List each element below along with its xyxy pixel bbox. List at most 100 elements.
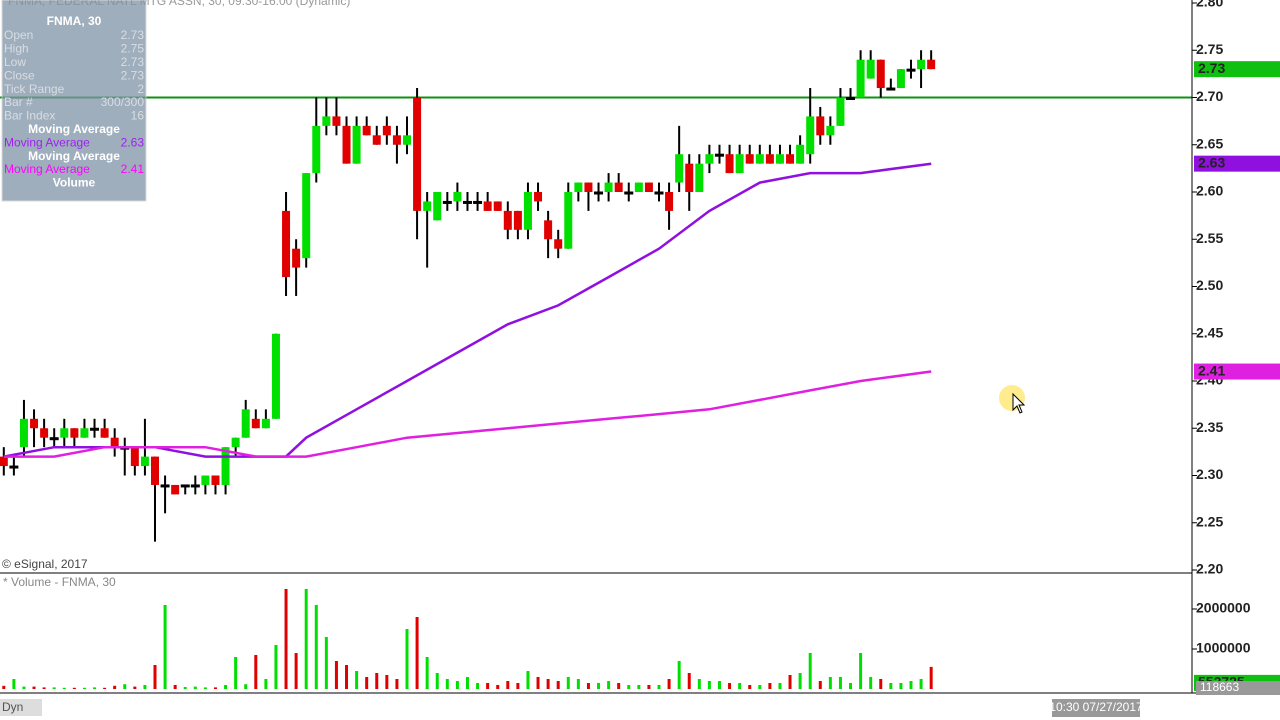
candle-body (604, 182, 613, 192)
candle-body (312, 125, 321, 174)
candle-body (523, 192, 532, 230)
volume-bar (143, 685, 147, 689)
volume-bar (496, 685, 500, 689)
volume-bar (163, 605, 167, 689)
volume-bar (486, 683, 490, 689)
candle-body (775, 154, 784, 164)
y-tick-label: 2.50 (1196, 277, 1223, 293)
candle-body (0, 456, 8, 467)
info-heading: Moving Average (28, 122, 120, 136)
volume-bar (153, 665, 157, 689)
volume-bar (768, 683, 772, 689)
candle-body (886, 87, 896, 91)
volume-bar (133, 686, 137, 689)
candle-body (423, 201, 432, 211)
volume-bar (778, 683, 782, 689)
y-tick-label: 2.45 (1196, 324, 1223, 340)
volume-bar (254, 655, 258, 689)
volume-title: * Volume - FNMA, 30 (3, 575, 116, 589)
candle-body (534, 192, 543, 202)
volume-bar (42, 687, 46, 689)
candle-body (856, 59, 865, 98)
y-tick-label: 2.20 (1196, 561, 1223, 577)
candle-body (322, 116, 331, 126)
candle-body (765, 154, 774, 164)
y-tick-label: 2.60 (1196, 183, 1223, 199)
cursor-time-box (1052, 699, 1140, 717)
chart-header: FNMA, FEDERAL NATL MTG ASSN, 30, 09:30-1… (8, 0, 350, 8)
volume-bar (274, 645, 278, 689)
candle-body (90, 427, 100, 431)
candle-body (614, 182, 623, 192)
candle-body (786, 154, 795, 164)
volume-bar (687, 673, 691, 689)
volume-bar (859, 653, 863, 689)
candle-body (816, 116, 825, 136)
volume-bar (637, 685, 641, 689)
y-tick-label: 2.80 (1196, 0, 1223, 10)
volume-bar (375, 673, 379, 689)
candle-body (211, 475, 220, 485)
candle-body (513, 210, 522, 230)
info-label: Bar Index (4, 109, 55, 123)
candle-body (503, 210, 512, 230)
candle-body (362, 125, 371, 136)
info-value: 2.73 (121, 28, 145, 42)
info-value: 2.41 (121, 162, 145, 176)
volume-bar (203, 687, 207, 689)
candle-body (30, 418, 39, 429)
candle-body (755, 154, 764, 164)
volume-bar (566, 677, 570, 689)
info-label: Moving Average (4, 162, 90, 176)
volume-bar (627, 685, 631, 689)
info-label: Low (4, 55, 26, 69)
candle-body (917, 59, 926, 70)
volume-bar (869, 677, 873, 689)
volume-bar (929, 666, 933, 689)
volume-bar (345, 665, 349, 689)
volume-bar (224, 685, 228, 689)
candle-body (906, 68, 916, 72)
volume-bar (576, 679, 580, 689)
info-value: 300/300 (101, 95, 145, 109)
candle-body (403, 135, 411, 145)
candle-body (725, 154, 734, 174)
volume-bar (818, 681, 822, 689)
candle-body (624, 191, 634, 195)
candle-body (433, 192, 442, 221)
info-label: Close (4, 68, 35, 82)
volume-tick-label: 1000000 (1196, 640, 1251, 656)
volume-bar (445, 679, 449, 689)
candle-body (665, 192, 674, 211)
candle-body (70, 428, 79, 438)
volume-bar (465, 677, 469, 689)
volume-bar (657, 685, 661, 689)
volume-bar (758, 685, 762, 689)
candle-body (271, 333, 280, 419)
moving-average-line (3, 370, 932, 458)
candle-body (282, 210, 291, 278)
candle-body (453, 192, 462, 202)
volume-bar (889, 683, 893, 689)
candle-body (100, 428, 109, 438)
volume-bar (294, 653, 298, 689)
volume-bar (546, 679, 550, 689)
volume-bar (597, 683, 601, 689)
volume-bar (334, 661, 338, 689)
candle-body (473, 200, 483, 204)
last-price-label: 2.73 (1198, 60, 1225, 76)
volume-bar (72, 687, 76, 689)
candle-body (836, 97, 845, 126)
candle-body (866, 59, 875, 79)
candle-body (714, 153, 724, 157)
candle-body (493, 201, 502, 211)
volume-bar (93, 687, 97, 689)
volume-bar (173, 685, 177, 689)
candle-body (826, 125, 835, 136)
volume-bar (586, 683, 590, 689)
last-price-label-box (1194, 61, 1280, 78)
volume-bar (435, 673, 439, 689)
volume-bar (234, 657, 238, 689)
info-label: Open (4, 28, 33, 42)
